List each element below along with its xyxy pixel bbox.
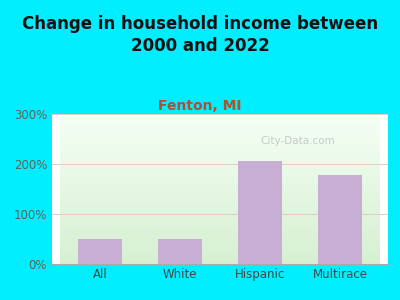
Text: City-Data.com: City-Data.com [260,136,335,146]
Bar [78,239,122,264]
Bar [158,239,202,264]
Text: Fenton, MI: Fenton, MI [158,99,242,113]
Bar [318,175,362,264]
Text: Change in household income between
2000 and 2022: Change in household income between 2000 … [22,15,378,55]
Bar [238,160,282,264]
